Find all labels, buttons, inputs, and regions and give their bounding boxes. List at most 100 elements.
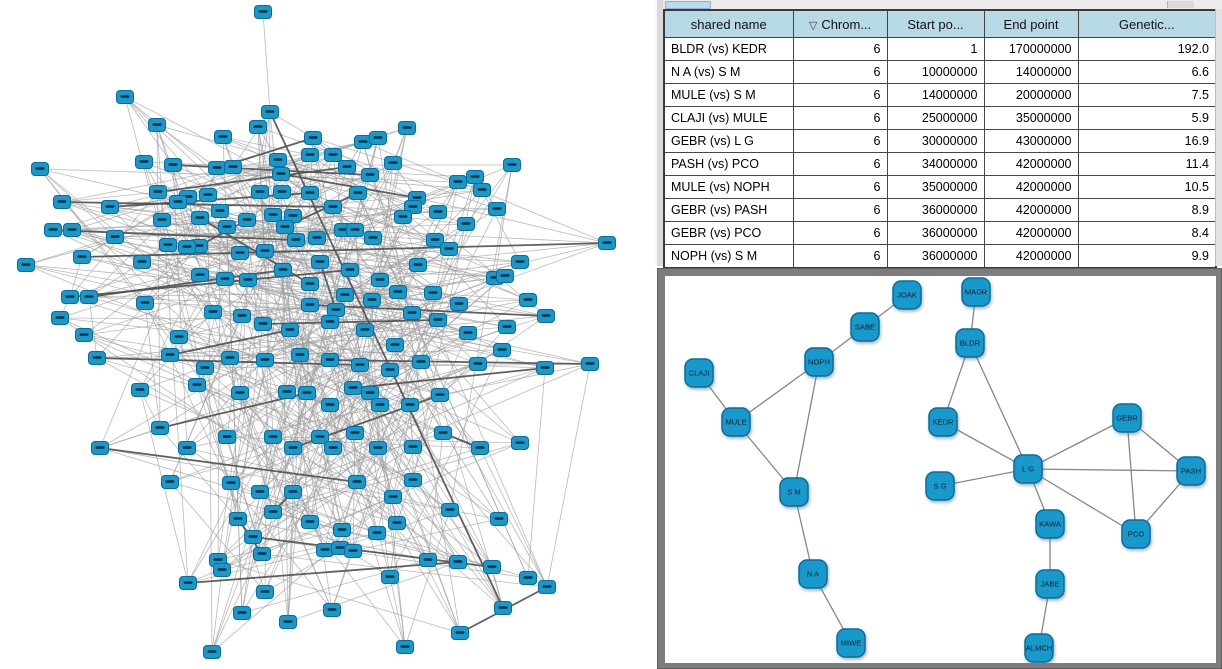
- node-shape[interactable]: [1112, 403, 1142, 433]
- network-node[interactable]: [233, 309, 251, 323]
- table-cell[interactable]: 6: [792, 106, 888, 130]
- table-row[interactable]: PASH (vs) PCO 6 34000000 42000000 11.4: [663, 152, 1217, 176]
- network-node[interactable]: [381, 363, 399, 377]
- network-node[interactable]: [88, 351, 106, 365]
- network-node[interactable]: [161, 475, 179, 489]
- network-node-s-g[interactable]: S G: [925, 471, 955, 501]
- network-node[interactable]: [598, 236, 616, 250]
- network-node[interactable]: [199, 188, 217, 202]
- network-node[interactable]: [284, 485, 302, 499]
- network-node[interactable]: [308, 231, 326, 245]
- network-node[interactable]: [581, 357, 599, 371]
- network-node[interactable]: [384, 156, 402, 170]
- network-node[interactable]: [178, 441, 196, 455]
- table-cell[interactable]: 42000000: [983, 244, 1079, 269]
- network-node[interactable]: [161, 348, 179, 362]
- network-node[interactable]: [279, 615, 297, 629]
- network-node[interactable]: [53, 195, 71, 209]
- table-cell[interactable]: NOPH (vs) S M: [663, 244, 794, 269]
- network-node[interactable]: [218, 220, 236, 234]
- node-shape[interactable]: [798, 559, 828, 589]
- network-node[interactable]: [349, 186, 367, 200]
- network-node-n-a[interactable]: N A: [798, 559, 828, 589]
- network-node[interactable]: [191, 268, 209, 282]
- network-node[interactable]: [409, 258, 427, 272]
- network-node[interactable]: [213, 563, 231, 577]
- table-cell[interactable]: 42000000: [983, 152, 1079, 176]
- table-row[interactable]: GEBR (vs) PCO 6 36000000 42000000 8.4: [663, 221, 1217, 245]
- network-node[interactable]: [351, 358, 369, 372]
- node-shape[interactable]: [1024, 633, 1054, 663]
- network-node[interactable]: [396, 640, 414, 654]
- table-cell[interactable]: 6: [792, 198, 888, 222]
- network-node[interactable]: [412, 355, 430, 369]
- network-node[interactable]: [519, 571, 537, 585]
- table-cell[interactable]: 14000000: [983, 60, 1079, 84]
- network-node-madr[interactable]: MADR: [961, 277, 991, 307]
- network-node[interactable]: [73, 250, 91, 264]
- table-cell[interactable]: 20000000: [983, 83, 1079, 107]
- network-node[interactable]: [203, 645, 221, 659]
- network-node[interactable]: [441, 503, 459, 517]
- column-header-3[interactable]: End point: [983, 9, 1079, 38]
- network-node[interactable]: [272, 167, 290, 181]
- table-cell[interactable]: 6: [792, 175, 888, 199]
- network-node[interactable]: [251, 485, 269, 499]
- network-node[interactable]: [239, 273, 257, 287]
- network-node[interactable]: [321, 353, 339, 367]
- network-node[interactable]: [208, 161, 226, 175]
- table-cell[interactable]: 6: [792, 244, 888, 269]
- network-node[interactable]: [224, 160, 242, 174]
- network-node[interactable]: [511, 436, 529, 450]
- network-node-almch[interactable]: ALMCH: [1024, 633, 1054, 663]
- network-node[interactable]: [371, 398, 389, 412]
- network-node[interactable]: [496, 269, 514, 283]
- network-node[interactable]: [429, 205, 447, 219]
- table-cell[interactable]: 10000000: [886, 60, 985, 84]
- network-node[interactable]: [51, 311, 69, 325]
- table-cell[interactable]: 8.9: [1077, 198, 1217, 222]
- network-node[interactable]: [346, 426, 364, 440]
- table-cell[interactable]: 170000000: [983, 37, 1079, 61]
- network-node[interactable]: [394, 210, 412, 224]
- network-node[interactable]: [169, 195, 187, 209]
- node-shape[interactable]: [804, 347, 834, 377]
- node-shape[interactable]: [721, 407, 751, 437]
- network-node[interactable]: [274, 263, 292, 277]
- table-cell[interactable]: 42000000: [983, 175, 1079, 199]
- table-cell[interactable]: 6: [792, 83, 888, 107]
- network-node[interactable]: [75, 328, 93, 342]
- network-node[interactable]: [91, 441, 109, 455]
- network-node[interactable]: [398, 121, 416, 135]
- table-cell[interactable]: CLAJI (vs) MULE: [663, 106, 794, 130]
- network-node[interactable]: [519, 293, 537, 307]
- network-node[interactable]: [311, 255, 329, 269]
- network-node-pash[interactable]: PASH: [1176, 456, 1206, 486]
- node-shape[interactable]: [850, 312, 880, 342]
- network-node[interactable]: [291, 348, 309, 362]
- network-node[interactable]: [106, 230, 124, 244]
- main-network-canvas[interactable]: [0, 0, 655, 669]
- node-shape[interactable]: [892, 280, 922, 310]
- network-node[interactable]: [434, 426, 452, 440]
- network-node[interactable]: [231, 246, 249, 260]
- filter-icon[interactable]: ▽: [808, 19, 818, 32]
- table-vertical-scrollbar[interactable]: [1215, 9, 1222, 266]
- network-node[interactable]: [256, 353, 274, 367]
- node-shape[interactable]: [928, 407, 958, 437]
- network-node[interactable]: [321, 315, 339, 329]
- network-node-mule[interactable]: MULE: [721, 407, 751, 437]
- network-node[interactable]: [221, 351, 239, 365]
- network-node[interactable]: [324, 200, 342, 214]
- network-node[interactable]: [196, 361, 214, 375]
- network-node[interactable]: [419, 553, 437, 567]
- table-cell[interactable]: 6: [792, 60, 888, 84]
- network-node-gebr[interactable]: GEBR: [1112, 403, 1142, 433]
- network-node[interactable]: [431, 388, 449, 402]
- table-cell[interactable]: GEBR (vs) PCO: [663, 221, 794, 245]
- network-node[interactable]: [264, 208, 282, 222]
- network-node[interactable]: [301, 515, 319, 529]
- network-node[interactable]: [101, 200, 119, 214]
- network-node[interactable]: [336, 288, 354, 302]
- network-node-claji[interactable]: CLAJI: [684, 358, 714, 388]
